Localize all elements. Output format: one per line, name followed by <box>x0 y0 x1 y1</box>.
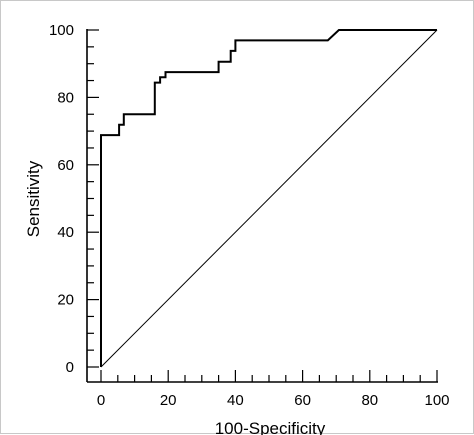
y-axis-title: Sensitivity <box>24 160 43 237</box>
y-tick-label: 60 <box>57 157 74 174</box>
axes <box>86 29 438 383</box>
y-tick-label: 20 <box>57 292 74 309</box>
x-tick-label: 80 <box>361 392 378 409</box>
y-tick-label: 0 <box>66 359 74 376</box>
x-tick-label: 100 <box>424 392 449 409</box>
tick-labels: 0 20 40 60 80 100 0 20 40 60 80 100 <box>49 22 450 409</box>
x-tick-label: 40 <box>227 392 244 409</box>
roc-curve-line <box>100 29 437 367</box>
reference-diagonal-line <box>100 29 438 368</box>
x-axis-title: 100-Specificity <box>215 419 326 435</box>
x-tick-label: 20 <box>160 392 177 409</box>
y-tick-label: 80 <box>57 89 74 106</box>
axis-ticks <box>87 29 438 382</box>
series-lines <box>100 29 438 368</box>
x-tick-label: 0 <box>97 392 105 409</box>
y-tick-label: 40 <box>57 224 74 241</box>
y-tick-label: 100 <box>49 22 74 39</box>
x-tick-label: 60 <box>294 392 311 409</box>
